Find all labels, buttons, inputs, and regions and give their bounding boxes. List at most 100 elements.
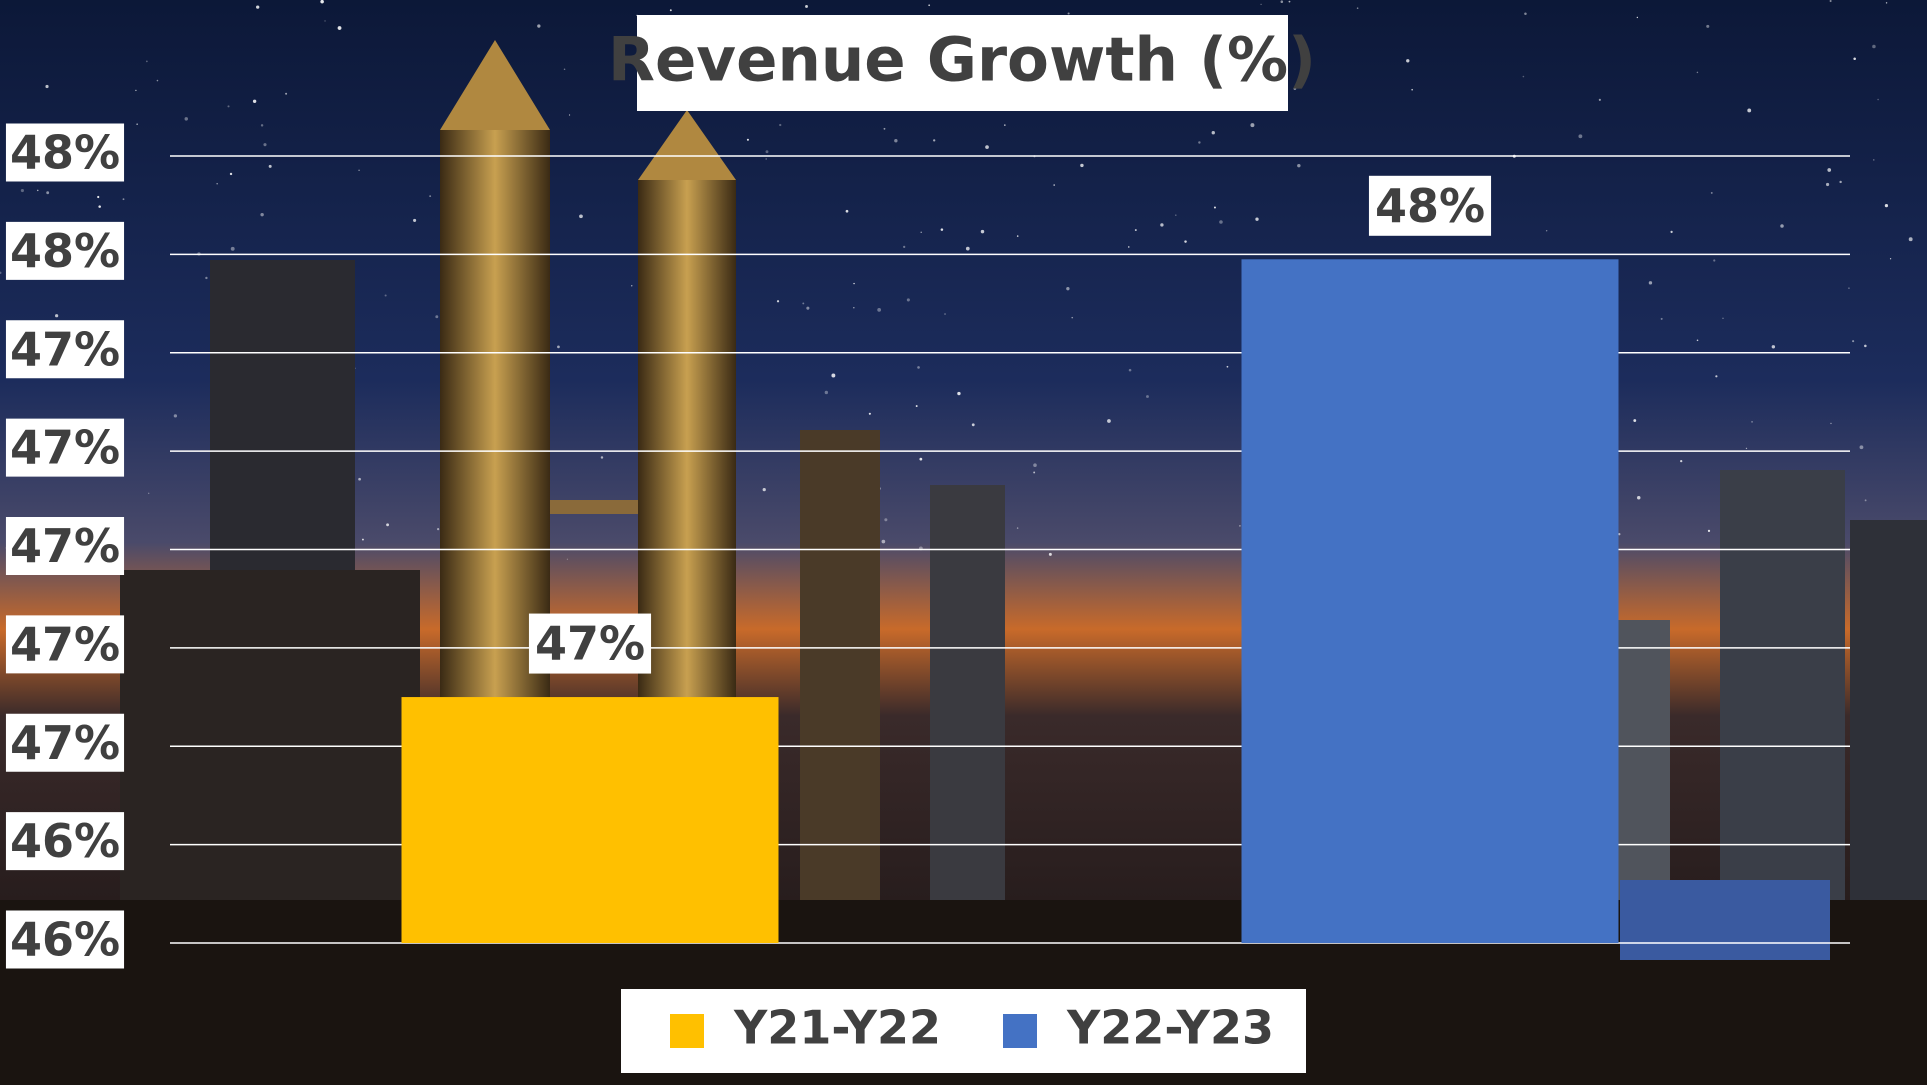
star: [1713, 259, 1716, 262]
star: [263, 143, 267, 147]
star: [944, 313, 946, 315]
star: [1864, 344, 1867, 348]
star: [1745, 447, 1748, 450]
star: [1618, 533, 1621, 536]
star: [915, 405, 918, 408]
y-tick-label: 48%: [10, 224, 120, 278]
star: [1016, 527, 1019, 529]
star: [1175, 214, 1177, 216]
star: [1884, 204, 1889, 208]
star: [252, 99, 257, 104]
y-tick-label: 47%: [10, 421, 120, 475]
y-tick-label: 47%: [10, 716, 120, 770]
star: [563, 68, 566, 70]
star: [36, 189, 39, 192]
star: [1872, 44, 1876, 49]
star: [1128, 246, 1130, 248]
star: [1071, 316, 1074, 319]
star: [1827, 168, 1832, 172]
star: [894, 139, 898, 143]
star: [156, 79, 159, 82]
star: [173, 414, 178, 418]
star: [1853, 57, 1856, 60]
star: [55, 314, 59, 318]
star: [919, 457, 923, 461]
legend-label: Y22-Y23: [1066, 1001, 1274, 1055]
star: [853, 282, 855, 285]
star: [285, 92, 288, 95]
star: [147, 492, 150, 495]
label-box: [5, 418, 125, 477]
star: [1825, 182, 1830, 187]
y-tick-label: 47%: [10, 617, 120, 671]
star: [268, 164, 272, 168]
star: [746, 138, 749, 141]
star: [1146, 395, 1149, 398]
star: [413, 218, 417, 222]
y-tick-label: 48%: [10, 126, 120, 180]
star: [1198, 141, 1201, 144]
y-tick-label: 47%: [10, 519, 120, 573]
star: [568, 114, 571, 116]
star: [1829, 0, 1832, 3]
star: [805, 5, 808, 8]
star: [1297, 163, 1301, 168]
star: [260, 212, 264, 217]
star: [1780, 224, 1784, 228]
star: [1080, 163, 1084, 168]
star: [933, 139, 936, 142]
star: [384, 294, 387, 297]
star: [903, 245, 906, 248]
star: [184, 117, 188, 121]
star: [146, 60, 148, 63]
star: [1160, 223, 1164, 227]
star: [868, 412, 871, 415]
star: [437, 528, 440, 531]
star: [1747, 108, 1752, 113]
star: [1053, 184, 1055, 186]
chart-title: Revenue Growth (%): [608, 25, 1316, 96]
star: [1710, 191, 1713, 194]
star: [98, 205, 101, 208]
star: [0, 271, 2, 275]
star: [557, 345, 560, 349]
star: [917, 366, 920, 369]
star: [135, 89, 137, 92]
star: [765, 158, 767, 160]
star: [806, 306, 810, 310]
star: [579, 214, 583, 219]
star: [1648, 281, 1653, 285]
star: [97, 195, 100, 199]
star: [1522, 75, 1525, 78]
star: [1877, 98, 1879, 101]
star: [1524, 12, 1527, 16]
star: [537, 24, 541, 28]
star: [1722, 317, 1724, 320]
star: [802, 302, 805, 305]
star: [957, 391, 961, 396]
star: [1852, 340, 1855, 343]
star: [824, 390, 829, 395]
bar: [401, 697, 779, 943]
star: [229, 172, 233, 176]
star: [971, 423, 975, 427]
star: [1226, 365, 1229, 368]
star: [1859, 445, 1864, 450]
star: [1707, 529, 1711, 533]
star: [1406, 59, 1410, 63]
star: [1004, 124, 1006, 126]
star: [46, 191, 50, 195]
star: [1128, 368, 1132, 372]
star: [136, 123, 138, 126]
star: [216, 183, 218, 185]
star: [1873, 159, 1875, 161]
legend-box: [621, 989, 1306, 1073]
star: [358, 477, 361, 481]
star: [1771, 345, 1776, 349]
star: [877, 308, 882, 312]
star: [906, 298, 910, 302]
star: [1636, 16, 1638, 19]
star: [1848, 287, 1850, 289]
star: [1134, 229, 1137, 232]
